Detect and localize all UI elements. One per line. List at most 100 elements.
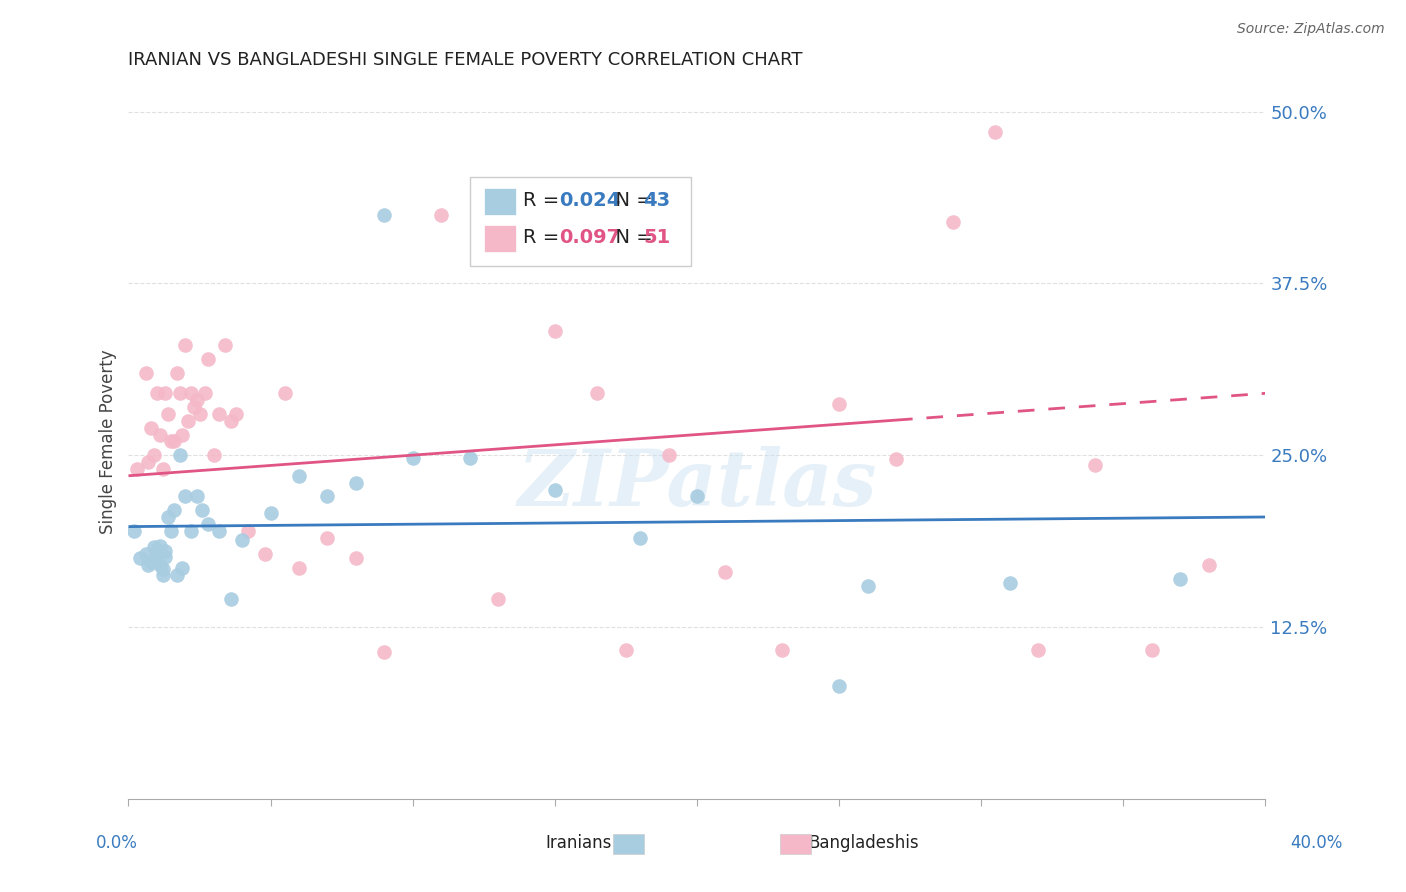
Point xyxy=(202,448,225,462)
Point xyxy=(214,338,236,352)
Point xyxy=(658,448,681,462)
Text: IRANIAN VS BANGLADESHI SINGLE FEMALE POVERTY CORRELATION CHART: IRANIAN VS BANGLADESHI SINGLE FEMALE POV… xyxy=(128,51,803,69)
Point xyxy=(188,407,211,421)
Point xyxy=(828,679,851,693)
Point xyxy=(219,414,242,428)
Point xyxy=(149,539,172,553)
Point xyxy=(138,455,160,469)
Point xyxy=(231,533,253,548)
Point xyxy=(1168,572,1191,586)
Point xyxy=(344,475,367,490)
Point xyxy=(288,468,311,483)
Point xyxy=(155,386,177,401)
Point xyxy=(143,448,166,462)
Point xyxy=(163,434,186,449)
FancyBboxPatch shape xyxy=(484,225,516,252)
Point xyxy=(1026,643,1049,657)
Point xyxy=(236,524,259,538)
Text: 43: 43 xyxy=(644,191,671,211)
Text: R =: R = xyxy=(523,228,565,247)
Text: R =: R = xyxy=(523,191,565,211)
Point xyxy=(160,524,183,538)
Point xyxy=(628,531,651,545)
Point xyxy=(288,561,311,575)
Point xyxy=(166,366,188,380)
Text: 0.024: 0.024 xyxy=(560,191,621,211)
Point xyxy=(316,531,339,545)
Point xyxy=(177,414,200,428)
Point xyxy=(225,407,247,421)
Point xyxy=(942,214,965,228)
Point xyxy=(146,543,169,558)
Point xyxy=(166,567,188,582)
Point xyxy=(544,483,567,497)
Point xyxy=(143,540,166,554)
Point xyxy=(458,450,481,465)
Point xyxy=(714,565,737,579)
Point xyxy=(183,400,205,414)
Point xyxy=(884,452,907,467)
Point xyxy=(138,558,160,573)
Point xyxy=(430,208,453,222)
Point xyxy=(172,561,194,575)
Point xyxy=(141,420,163,434)
Point xyxy=(197,351,219,366)
Point xyxy=(344,551,367,566)
Point xyxy=(180,524,202,538)
Point xyxy=(155,544,177,558)
Point xyxy=(274,386,297,401)
Point xyxy=(174,489,197,503)
Point xyxy=(686,489,709,503)
Point xyxy=(208,524,231,538)
Point xyxy=(191,503,214,517)
Point xyxy=(157,407,180,421)
Point xyxy=(152,562,174,576)
Point xyxy=(149,558,172,573)
Point xyxy=(259,506,281,520)
Point xyxy=(172,427,194,442)
Point xyxy=(186,393,208,408)
Point xyxy=(984,125,1007,139)
Point xyxy=(169,386,191,401)
Point xyxy=(770,643,793,657)
FancyBboxPatch shape xyxy=(470,177,692,267)
Point xyxy=(169,448,191,462)
Point xyxy=(614,643,637,657)
Point xyxy=(128,551,150,566)
Text: ZIPatlas: ZIPatlas xyxy=(517,446,877,523)
Point xyxy=(1140,643,1163,657)
Point xyxy=(122,524,145,538)
Point xyxy=(180,386,202,401)
Point xyxy=(146,386,169,401)
Text: N =: N = xyxy=(603,228,658,247)
Point xyxy=(1084,458,1107,472)
Point xyxy=(373,208,395,222)
Text: 51: 51 xyxy=(644,228,671,247)
Point xyxy=(160,434,183,449)
Point xyxy=(146,549,169,564)
Point xyxy=(135,366,157,380)
Point xyxy=(143,552,166,566)
Point xyxy=(163,503,186,517)
FancyBboxPatch shape xyxy=(484,187,516,215)
Point xyxy=(316,489,339,503)
Point xyxy=(152,462,174,476)
Point xyxy=(544,325,567,339)
Text: 40.0%: 40.0% xyxy=(1291,834,1343,852)
Point xyxy=(486,592,509,607)
Point xyxy=(141,555,163,569)
Point xyxy=(998,576,1021,591)
Text: 0.097: 0.097 xyxy=(560,228,620,247)
Text: Source: ZipAtlas.com: Source: ZipAtlas.com xyxy=(1237,22,1385,37)
Point xyxy=(253,547,276,561)
Text: N =: N = xyxy=(603,191,658,211)
Text: 0.0%: 0.0% xyxy=(96,834,138,852)
Point xyxy=(402,450,425,465)
Point xyxy=(373,645,395,659)
Point xyxy=(856,579,879,593)
Point xyxy=(186,489,208,503)
Point xyxy=(828,397,851,411)
Text: Bangladeshis: Bangladeshis xyxy=(808,834,920,852)
Point xyxy=(197,516,219,531)
Point xyxy=(219,592,242,607)
